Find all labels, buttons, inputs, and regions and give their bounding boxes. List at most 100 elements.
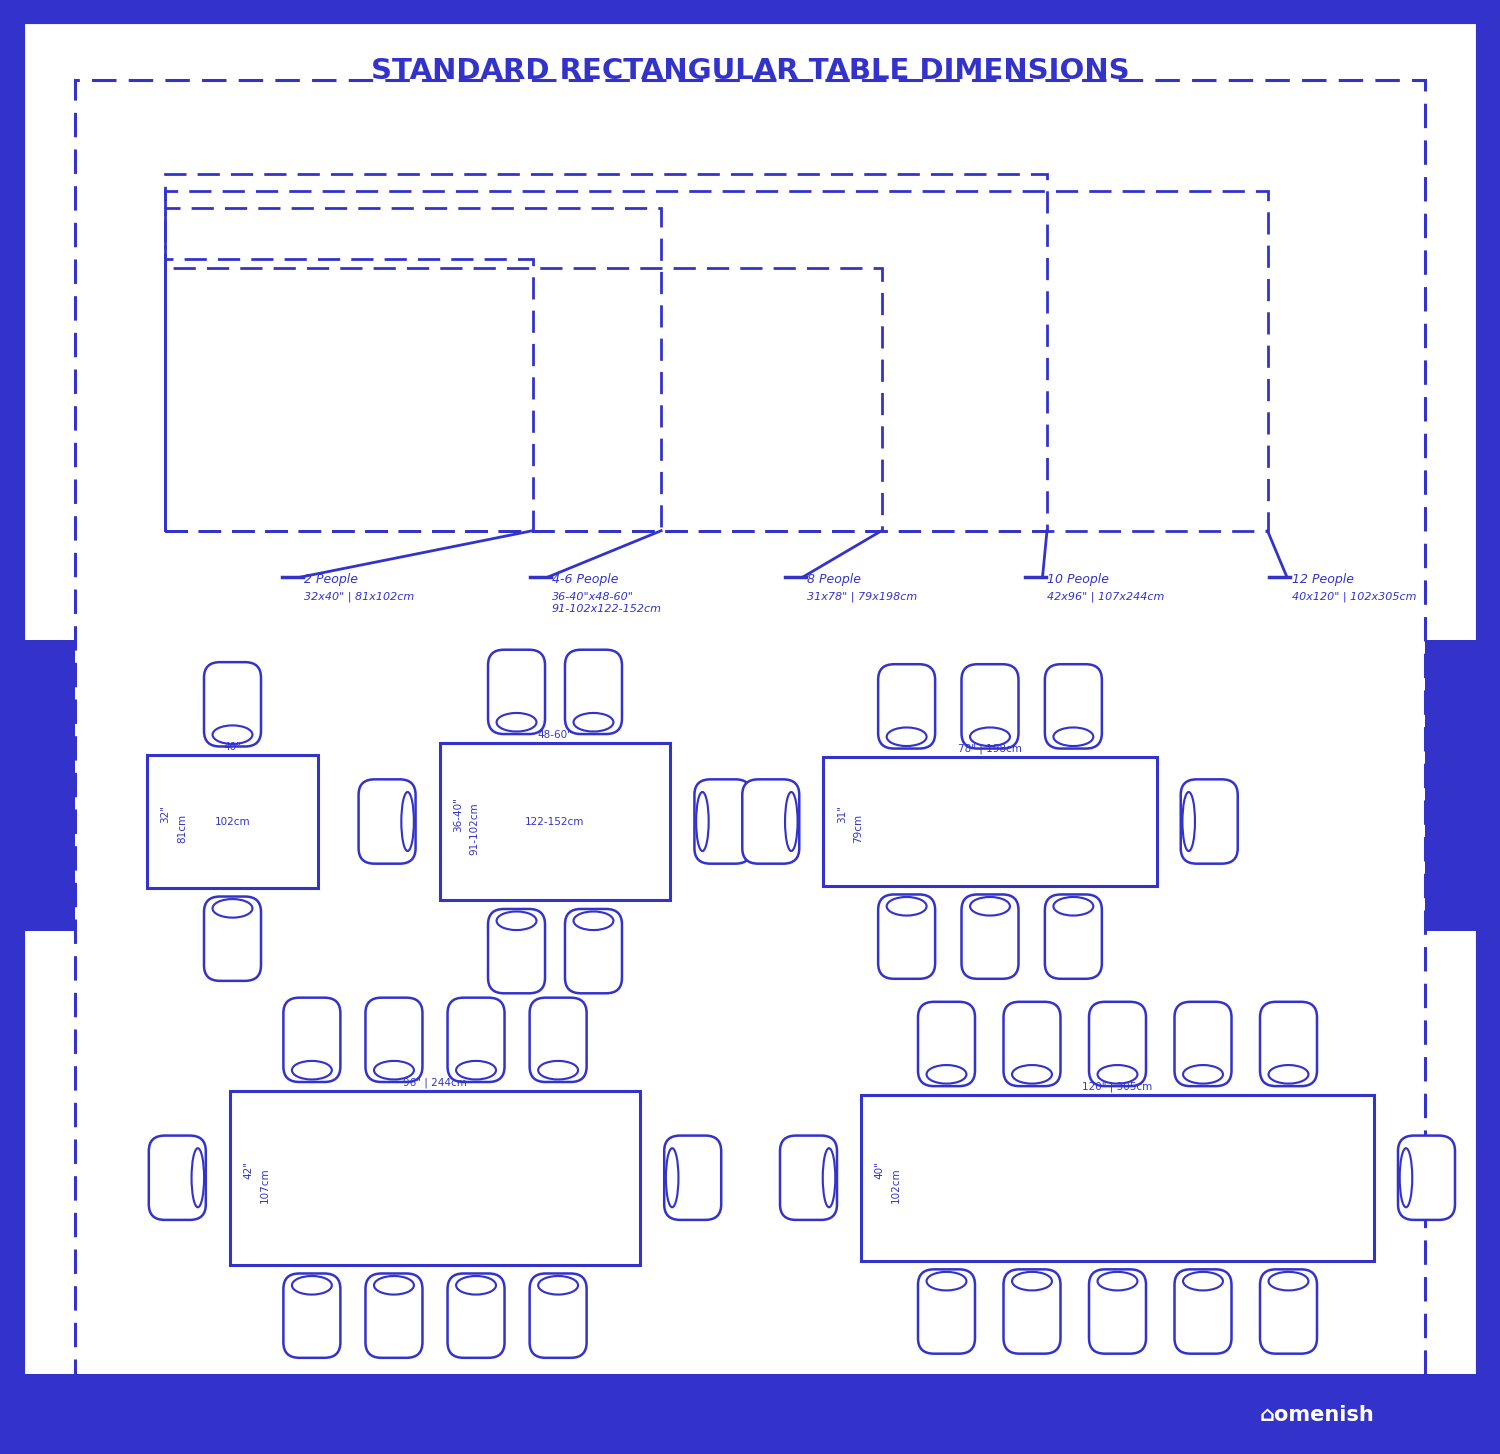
Text: 36-40": 36-40": [453, 797, 464, 832]
FancyBboxPatch shape: [742, 779, 800, 864]
FancyBboxPatch shape: [664, 1136, 722, 1220]
Ellipse shape: [1013, 1064, 1052, 1083]
Text: 102cm: 102cm: [214, 817, 250, 826]
Bar: [165, 174, 1047, 531]
Ellipse shape: [1269, 1064, 1308, 1083]
Text: 8 People: 8 People: [807, 573, 861, 586]
Text: 122-152cm: 122-152cm: [525, 817, 585, 826]
Text: 120" | 305cm: 120" | 305cm: [1083, 1082, 1152, 1092]
Text: 40": 40": [874, 1162, 885, 1179]
Ellipse shape: [1184, 1064, 1222, 1083]
Bar: [165, 192, 1268, 531]
Text: 79cm: 79cm: [853, 814, 864, 843]
Ellipse shape: [573, 912, 614, 931]
Ellipse shape: [1400, 1149, 1413, 1207]
FancyBboxPatch shape: [780, 1136, 837, 1220]
FancyBboxPatch shape: [1260, 1002, 1317, 1086]
FancyBboxPatch shape: [488, 650, 544, 734]
Bar: [75, 80, 1425, 1381]
FancyBboxPatch shape: [530, 997, 586, 1082]
FancyBboxPatch shape: [962, 894, 1018, 979]
FancyBboxPatch shape: [366, 1274, 423, 1358]
Text: 36-40"x48-60"
91-102x122-152cm: 36-40"x48-60" 91-102x122-152cm: [552, 592, 662, 614]
FancyBboxPatch shape: [566, 909, 622, 993]
Text: 12 People: 12 People: [1292, 573, 1353, 586]
FancyBboxPatch shape: [1180, 779, 1238, 864]
Text: 40": 40": [224, 743, 242, 752]
Bar: [861, 1095, 1374, 1261]
FancyBboxPatch shape: [1004, 1269, 1060, 1354]
Text: 32": 32": [160, 806, 171, 823]
FancyBboxPatch shape: [358, 779, 416, 864]
Ellipse shape: [374, 1277, 414, 1294]
Bar: [165, 208, 662, 531]
FancyBboxPatch shape: [447, 997, 504, 1082]
FancyBboxPatch shape: [204, 897, 261, 981]
Text: 32x40" | 81x102cm: 32x40" | 81x102cm: [304, 592, 414, 602]
FancyBboxPatch shape: [366, 997, 423, 1082]
Ellipse shape: [927, 1272, 966, 1291]
Text: 81cm: 81cm: [177, 814, 188, 843]
Bar: [230, 1090, 640, 1265]
FancyBboxPatch shape: [284, 997, 340, 1082]
FancyBboxPatch shape: [962, 664, 1018, 749]
Text: 10 People: 10 People: [1047, 573, 1108, 586]
Text: 107cm: 107cm: [260, 1168, 270, 1202]
Ellipse shape: [402, 792, 414, 851]
Bar: [0, 640, 75, 931]
Text: 40x120" | 102x305cm: 40x120" | 102x305cm: [1292, 592, 1416, 602]
Text: 96" | 244cm: 96" | 244cm: [404, 1077, 466, 1088]
Bar: [1425, 640, 1500, 931]
Ellipse shape: [886, 897, 927, 916]
Bar: [165, 259, 532, 531]
FancyBboxPatch shape: [1260, 1269, 1317, 1354]
Bar: [147, 755, 318, 888]
FancyBboxPatch shape: [447, 1274, 504, 1358]
Ellipse shape: [1098, 1064, 1137, 1083]
Text: STANDARD RECTANGULAR TABLE DIMENSIONS: STANDARD RECTANGULAR TABLE DIMENSIONS: [370, 57, 1130, 86]
FancyBboxPatch shape: [204, 662, 261, 746]
FancyBboxPatch shape: [1004, 1002, 1060, 1086]
FancyBboxPatch shape: [1089, 1002, 1146, 1086]
FancyBboxPatch shape: [488, 909, 544, 993]
Ellipse shape: [1182, 792, 1196, 851]
Text: 31": 31": [837, 806, 848, 823]
Text: 48-60": 48-60": [537, 730, 573, 740]
Text: 4-6 People: 4-6 People: [552, 573, 618, 586]
FancyBboxPatch shape: [1174, 1269, 1232, 1354]
Ellipse shape: [496, 712, 537, 731]
Bar: [165, 268, 882, 531]
Ellipse shape: [192, 1149, 204, 1207]
Ellipse shape: [1053, 727, 1094, 746]
FancyBboxPatch shape: [694, 779, 752, 864]
FancyBboxPatch shape: [1174, 1002, 1232, 1086]
FancyBboxPatch shape: [530, 1274, 586, 1358]
Ellipse shape: [1269, 1272, 1308, 1291]
Text: ⌂omenish: ⌂omenish: [1260, 1405, 1374, 1425]
FancyBboxPatch shape: [1398, 1136, 1455, 1220]
Text: 42": 42": [243, 1162, 254, 1179]
Bar: [0, 1374, 1500, 1454]
Ellipse shape: [927, 1064, 966, 1083]
FancyBboxPatch shape: [918, 1002, 975, 1086]
FancyBboxPatch shape: [1046, 664, 1102, 749]
Ellipse shape: [213, 726, 252, 744]
FancyBboxPatch shape: [878, 664, 934, 749]
Ellipse shape: [456, 1277, 497, 1294]
FancyBboxPatch shape: [566, 650, 622, 734]
Ellipse shape: [970, 897, 1010, 916]
Ellipse shape: [886, 727, 927, 746]
Ellipse shape: [538, 1061, 578, 1079]
Text: 102cm: 102cm: [891, 1168, 902, 1202]
Ellipse shape: [970, 727, 1010, 746]
Ellipse shape: [1053, 897, 1094, 916]
Ellipse shape: [1013, 1272, 1052, 1291]
FancyBboxPatch shape: [1089, 1269, 1146, 1354]
Text: 91-102cm: 91-102cm: [470, 803, 480, 855]
Text: 42x96" | 107x244cm: 42x96" | 107x244cm: [1047, 592, 1164, 602]
Ellipse shape: [496, 912, 537, 931]
Ellipse shape: [822, 1149, 836, 1207]
Ellipse shape: [292, 1277, 332, 1294]
FancyBboxPatch shape: [918, 1269, 975, 1354]
Ellipse shape: [456, 1061, 497, 1079]
